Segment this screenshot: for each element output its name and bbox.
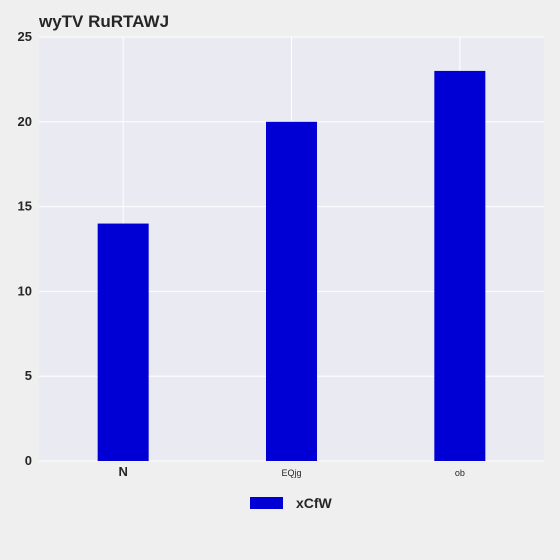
y-axis-ticks: 0 5 10 15 20 25 — [18, 29, 32, 468]
y-tick-label: 15 — [18, 199, 32, 214]
y-tick-label: 25 — [18, 29, 32, 44]
bar-n — [97, 223, 149, 461]
bar-ob — [434, 70, 486, 462]
x-tick-label: N — [118, 464, 127, 479]
y-tick-label: 0 — [25, 453, 32, 468]
y-tick-label: 10 — [18, 283, 32, 298]
y-tick-label: 20 — [18, 114, 32, 129]
bar-eqjg — [266, 121, 317, 462]
y-tick-label: 5 — [25, 368, 32, 383]
x-axis-ticks: N EQjg ob — [118, 464, 464, 479]
chart-title: wyTV RuRTAWJ — [38, 12, 169, 31]
bars — [97, 70, 486, 462]
legend: xCfW — [250, 495, 333, 511]
x-tick-label: EQjg — [281, 468, 301, 478]
legend-label: xCfW — [296, 495, 333, 511]
x-tick-label: ob — [455, 468, 465, 478]
legend-swatch — [250, 497, 283, 509]
